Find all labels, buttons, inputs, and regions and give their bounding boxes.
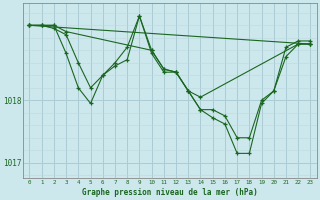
X-axis label: Graphe pression niveau de la mer (hPa): Graphe pression niveau de la mer (hPa)	[82, 188, 258, 197]
